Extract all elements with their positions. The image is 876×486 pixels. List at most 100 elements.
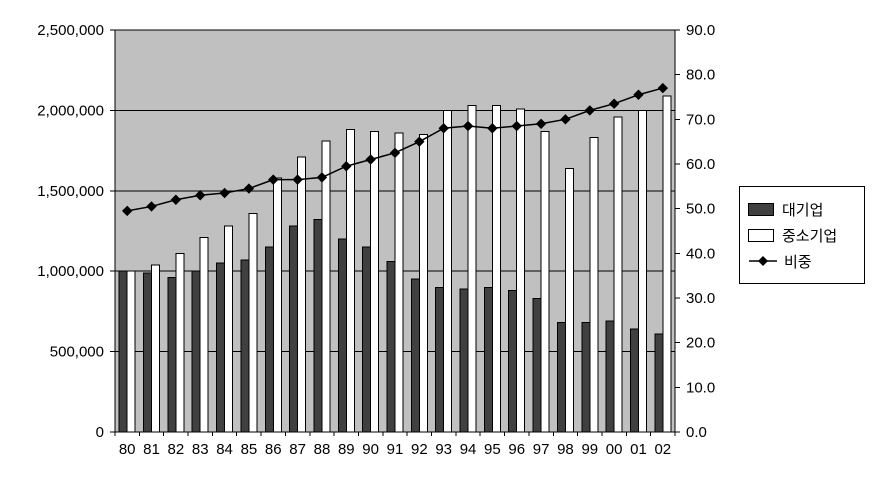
x-axis-tick-label: 94 <box>460 441 477 458</box>
diamond-marker <box>341 161 352 172</box>
left-axis-tick-label: 1,500,000 <box>37 183 104 200</box>
left-axis-labels: 0 500,000 1,000,000 1,500,000 2,000,000 2,500… <box>37 22 115 441</box>
right-axis-tick-label: 80.0 <box>686 67 715 84</box>
bar <box>191 270 201 433</box>
bar <box>289 225 299 433</box>
bar <box>540 130 550 433</box>
x-axis-tick-label: 85 <box>241 441 258 458</box>
chart-legend: 대기업 중소기업 비중 <box>739 186 865 284</box>
diamond-marker <box>584 105 595 116</box>
bar <box>418 134 428 433</box>
bar <box>118 270 128 433</box>
bar <box>564 167 574 433</box>
right-axis-tick-label: 60.0 <box>686 156 715 173</box>
x-axis-tick-label: 97 <box>533 441 550 458</box>
bars-sme <box>126 95 672 433</box>
diamond-marker <box>316 172 328 183</box>
x-axis-tick-label: 89 <box>338 441 355 458</box>
x-axis-tick-label: 84 <box>216 441 233 458</box>
bar <box>240 259 250 433</box>
x-axis-tick-label: 81 <box>143 441 160 458</box>
bar <box>345 129 355 433</box>
x-axis-tick-label: 96 <box>508 441 525 458</box>
x-axis-tick-label: 99 <box>581 441 598 458</box>
bar <box>605 320 615 433</box>
legend-item-ratio: 비중 <box>748 248 856 274</box>
bar <box>613 116 623 433</box>
bar <box>337 238 347 433</box>
x-axis-tick-label: 88 <box>314 441 331 458</box>
bar <box>589 137 599 433</box>
diamond-marker <box>560 114 571 125</box>
ratio-line-marker-icon <box>748 254 778 268</box>
bar <box>662 95 672 433</box>
bar <box>443 109 453 433</box>
diamond-marker <box>268 174 279 185</box>
x-axis-tick-label: 86 <box>265 441 282 458</box>
bar <box>272 177 282 433</box>
right-axis-tick-label: 10.0 <box>686 379 715 396</box>
right-axis-tick-label: 20.0 <box>686 335 715 352</box>
diamond-marker <box>608 98 620 109</box>
x-axis-labels: 80 81 82 83 84 85 86 87 88 89 90 91 92 93 94 95 96 97 98 99… <box>114 432 676 458</box>
x-axis-tick-label: 92 <box>411 441 428 458</box>
bar <box>532 298 542 433</box>
bar <box>556 322 566 433</box>
diamond-marker <box>438 123 449 134</box>
bar <box>321 140 331 433</box>
x-axis-tick-label: 90 <box>362 441 379 458</box>
diamond-marker <box>511 120 522 132</box>
bar <box>167 277 177 433</box>
x-axis-tick-label: 98 <box>557 441 574 458</box>
right-axis-tick-label: 0.0 <box>686 424 707 441</box>
diamond-marker <box>243 183 255 194</box>
bar <box>175 253 185 433</box>
x-axis-tick-label: 91 <box>387 441 404 458</box>
diamond-marker <box>535 118 547 130</box>
left-axis-tick-label: 500,000 <box>50 344 104 361</box>
x-axis-tick-label: 01 <box>630 441 647 458</box>
diamond-marker <box>633 89 644 100</box>
x-axis-tick-label: 00 <box>606 441 623 458</box>
bar <box>483 286 493 433</box>
bar <box>199 236 209 433</box>
bar <box>143 272 153 433</box>
right-axis-tick-label: 70.0 <box>686 111 715 128</box>
x-axis-tick-label: 80 <box>119 441 136 458</box>
diamond-marker <box>292 174 303 185</box>
right-axis-tick-label: 40.0 <box>686 245 715 262</box>
bar <box>362 246 372 433</box>
legend-label-large-company: 대기업 <box>782 201 824 219</box>
diamond-marker <box>462 120 474 132</box>
ratio-line-series <box>121 82 669 217</box>
bar <box>394 132 404 433</box>
diamond-marker <box>170 194 182 205</box>
bar <box>386 261 396 433</box>
bar <box>629 328 639 433</box>
bar <box>654 333 664 433</box>
bar <box>467 105 477 433</box>
right-axis-tick-label: 50.0 <box>686 201 715 218</box>
diamond-marker <box>146 201 157 212</box>
sme-bar-swatch-icon <box>748 228 774 242</box>
x-axis-tick-label: 83 <box>192 441 209 458</box>
legend-label-ratio: 비중 <box>784 253 812 271</box>
diamond-marker <box>195 190 206 201</box>
x-axis-tick-label: 95 <box>484 441 501 458</box>
diamond-marker <box>487 123 498 134</box>
legend-item-large-company: 대기업 <box>748 196 856 222</box>
bar <box>126 270 136 433</box>
bar <box>151 264 161 433</box>
legend-label-sme: 중소기업 <box>782 227 838 245</box>
right-axis-labels: 0.0 10.0 20.0 30.0 40.0 50.0 60.0 70.0 80.0 90.0 <box>675 22 715 441</box>
bar <box>248 212 258 433</box>
diamond-marker <box>219 187 230 199</box>
left-axis-tick-label: 2,000,000 <box>37 102 104 119</box>
large-company-bar-swatch-icon <box>748 202 774 216</box>
bar <box>216 262 226 433</box>
diamond-marker <box>121 205 133 217</box>
bar <box>410 278 420 433</box>
